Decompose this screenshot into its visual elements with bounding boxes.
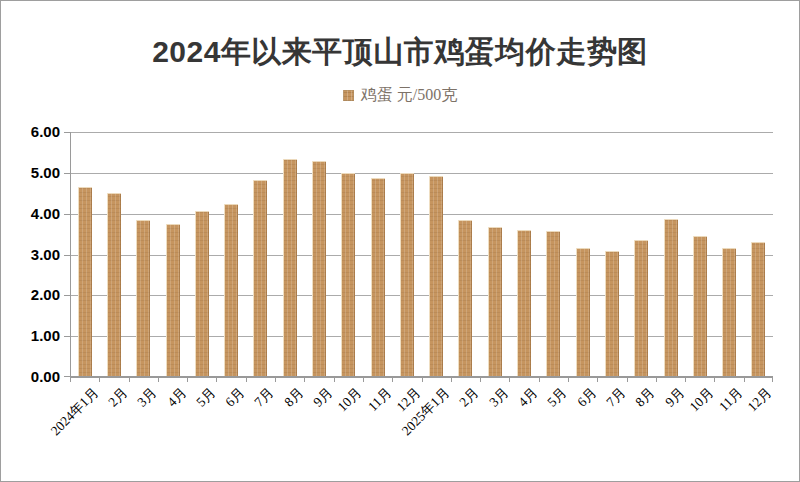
x-axis-tick — [480, 377, 481, 382]
bar — [488, 227, 502, 377]
bar — [517, 230, 531, 377]
bar — [312, 161, 326, 377]
bar — [664, 219, 678, 377]
x-axis-tick — [363, 377, 364, 382]
bar — [546, 231, 560, 377]
x-axis-tick — [304, 377, 305, 382]
bar — [429, 176, 443, 377]
x-axis-tick — [539, 377, 540, 382]
bar — [693, 236, 707, 377]
x-axis-tick — [685, 377, 686, 382]
bar — [576, 248, 590, 377]
legend-swatch-icon — [343, 90, 354, 101]
x-axis-tick — [129, 377, 130, 382]
x-axis-tick — [216, 377, 217, 382]
y-axis-tick-label: 4.00 — [4, 205, 60, 223]
bar — [166, 224, 180, 377]
bar — [634, 240, 648, 377]
chart-frame: 2024年以来平顶山市鸡蛋均价走势图 鸡蛋 元/500克 0.001.002.0… — [0, 0, 800, 482]
x-axis-tick — [597, 377, 598, 382]
legend: 鸡蛋 元/500克 — [1, 85, 799, 106]
legend-label: 鸡蛋 元/500克 — [361, 85, 457, 106]
chart-title: 2024年以来平顶山市鸡蛋均价走势图 — [1, 32, 799, 73]
x-axis-tick — [70, 377, 71, 382]
bar — [283, 159, 297, 378]
x-axis-tick — [772, 377, 773, 382]
x-axis-tick — [392, 377, 393, 382]
y-axis-tick-label: 2.00 — [4, 286, 60, 304]
x-axis-tick — [275, 377, 276, 382]
x-axis-tick — [451, 377, 452, 382]
x-axis-tick — [509, 377, 510, 382]
x-axis-tick — [656, 377, 657, 382]
y-axis-tick-label: 5.00 — [4, 164, 60, 182]
x-axis-tick — [568, 377, 569, 382]
bar — [224, 204, 238, 378]
bar — [195, 211, 209, 377]
x-axis-tick — [744, 377, 745, 382]
y-axis-tick-label: 3.00 — [4, 246, 60, 264]
bar — [78, 187, 92, 377]
bar — [107, 193, 121, 377]
y-axis-line — [70, 132, 71, 377]
bar — [722, 248, 736, 377]
y-axis-tick-label: 1.00 — [4, 327, 60, 345]
x-axis-tick — [246, 377, 247, 382]
gridline — [70, 173, 773, 174]
plot-area: 0.001.002.003.004.005.006.002024年1月2月3月4… — [70, 132, 773, 377]
bar — [605, 251, 619, 377]
x-axis-tick — [334, 377, 335, 382]
x-axis-tick — [422, 377, 423, 382]
gridline — [70, 214, 773, 215]
bar — [751, 242, 765, 377]
bar — [341, 173, 355, 377]
gridline — [70, 132, 773, 133]
bar — [400, 173, 414, 377]
x-axis-tick — [99, 377, 100, 382]
x-axis-tick — [187, 377, 188, 382]
bar — [458, 220, 472, 377]
x-axis-tick — [627, 377, 628, 382]
y-axis-tick-label: 0.00 — [4, 368, 60, 386]
x-axis-tick — [714, 377, 715, 382]
y-axis-tick-label: 6.00 — [4, 123, 60, 141]
bar — [371, 178, 385, 377]
bar — [253, 180, 267, 377]
bar — [136, 220, 150, 377]
x-axis-tick — [158, 377, 159, 382]
